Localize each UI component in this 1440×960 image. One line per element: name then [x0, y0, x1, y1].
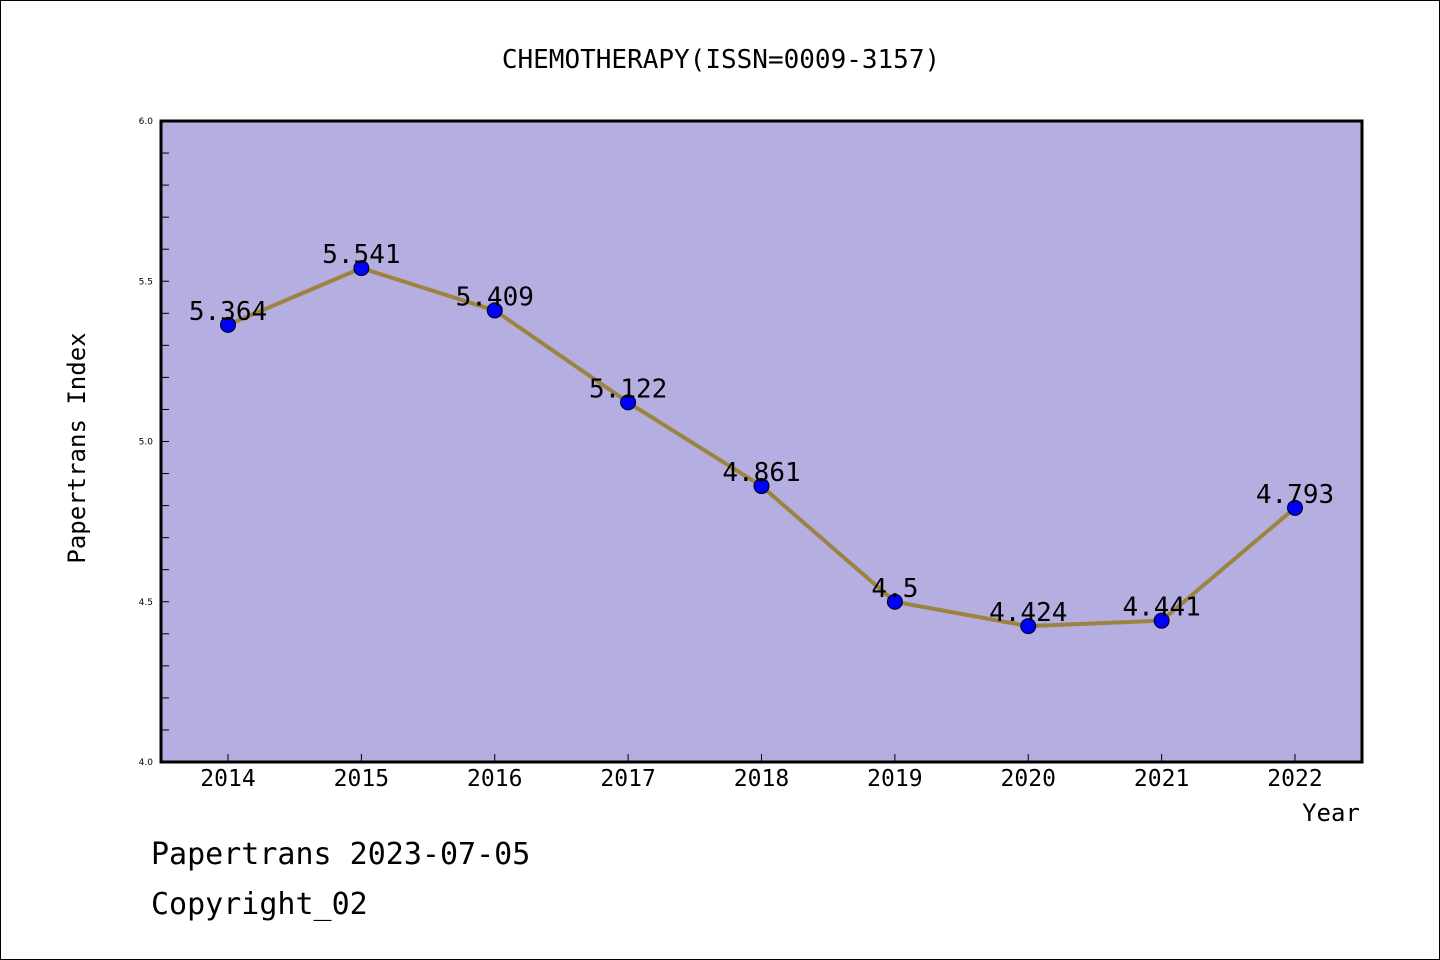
data-label: 4.793: [1256, 480, 1334, 510]
data-point: [220, 316, 236, 333]
y-axis-label: Papertrans Index: [63, 332, 91, 563]
x-tick-label: 2022: [1267, 766, 1322, 792]
x-tick-label: 2015: [334, 766, 389, 792]
y-tick-label: 4.0: [139, 758, 154, 768]
data-labels: 5.364 5.541 5.409 5.122 4.861 4.5 4.424 4.441 4.…: [189, 240, 1334, 628]
data-label: 5.364: [189, 297, 267, 327]
x-tick-label: 2019: [867, 766, 922, 792]
data-point: [753, 478, 770, 495]
data-label: 4.861: [722, 458, 800, 488]
data-label: 4.424: [989, 598, 1067, 628]
data-label: 5.122: [589, 374, 667, 404]
data-point: [1153, 612, 1170, 629]
data-point: [620, 394, 637, 411]
x-tick-label: 2016: [467, 766, 522, 792]
plot-area: [159, 119, 1364, 764]
y-tick-label: 5.5: [139, 277, 153, 287]
y-tick-label: 5.0: [139, 438, 154, 448]
data-point: [486, 302, 503, 319]
x-axis-label: Year: [1302, 799, 1360, 827]
x-tick-label: 2017: [600, 766, 655, 792]
x-tick-label: 2018: [734, 766, 789, 792]
footer-copyright: Copyright_02: [151, 887, 368, 922]
y-tick-label: 4.5: [139, 598, 153, 608]
data-point: [353, 260, 370, 277]
data-label: 4.5: [871, 574, 918, 604]
data-label: 5.409: [456, 282, 534, 312]
y-axis: 4.0 4.5 5.0 5.5 6.0: [139, 117, 169, 768]
x-tick-label: 2021: [1134, 766, 1189, 792]
y-tick-label: 6.0: [139, 117, 154, 127]
data-point: [886, 593, 903, 610]
data-label: 5.541: [322, 240, 400, 270]
data-label: 4.441: [1122, 593, 1200, 623]
data-point: [1287, 499, 1303, 516]
x-tick-label: 2020: [1001, 766, 1056, 792]
series: [220, 260, 1303, 635]
footer-date: Papertrans 2023-07-05: [151, 837, 530, 872]
x-tick-label: 2014: [200, 766, 255, 792]
x-axis: 2014 2015 2016 2017 2018 2019 2020 2021 2022: [200, 754, 1323, 792]
chart-title: CHEMOTHERAPY(ISSN=0009-3157): [502, 45, 940, 75]
data-point: [1020, 618, 1037, 635]
